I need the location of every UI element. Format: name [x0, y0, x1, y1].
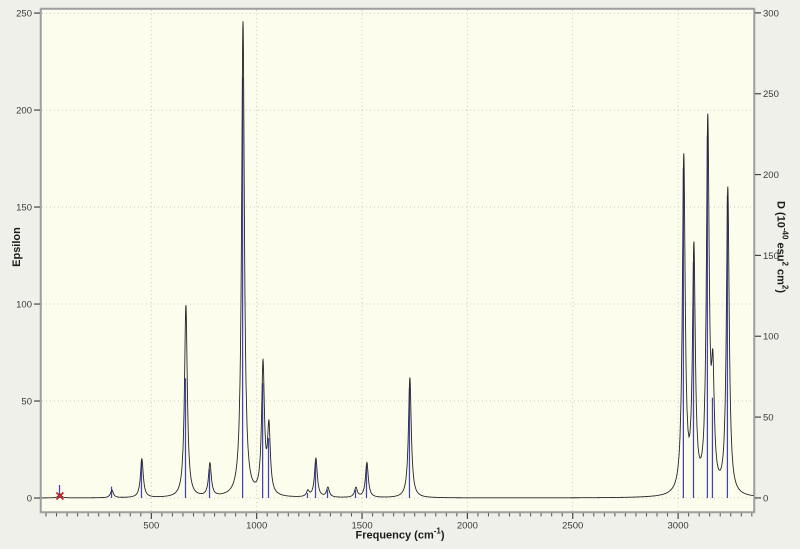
x-tick-label: 500 — [143, 521, 159, 532]
plot-frame — [40, 8, 755, 513]
left-tick-label: 100 — [16, 300, 32, 311]
x-tick-label: 2000 — [457, 521, 478, 532]
right-axis-title: D (10-40 esu2 cm2) — [774, 200, 790, 294]
left-axis-title: Epsilon — [11, 227, 23, 267]
right-tick-label: 200 — [763, 170, 779, 181]
right-tick-label: 100 — [763, 332, 779, 343]
left-tick-label: 150 — [16, 203, 32, 214]
x-tick-label: 1500 — [351, 521, 372, 532]
left-tick-label: 0 — [27, 494, 32, 505]
left-tick-label: 250 — [16, 9, 32, 20]
plot-frame-bevel — [39, 7, 756, 514]
right-tick-label: 300 — [763, 8, 779, 19]
x-tick-label: 3000 — [668, 521, 689, 532]
spectrum-curve — [40, 21, 755, 499]
left-tick-label: 200 — [16, 106, 32, 117]
right-tick-label: 150 — [763, 251, 779, 262]
right-tick-label: 250 — [763, 89, 779, 100]
x-tick-label: 2500 — [562, 521, 583, 532]
left-tick-label: 50 — [21, 397, 32, 408]
x-tick-label: 1000 — [246, 521, 267, 532]
plot-area[interactable] — [41, 9, 754, 512]
right-tick-label: 50 — [763, 413, 774, 424]
red-x-marker — [55, 491, 65, 501]
right-tick-label: 0 — [763, 493, 768, 504]
x-axis-title: Frequency (cm-1) — [355, 526, 445, 542]
